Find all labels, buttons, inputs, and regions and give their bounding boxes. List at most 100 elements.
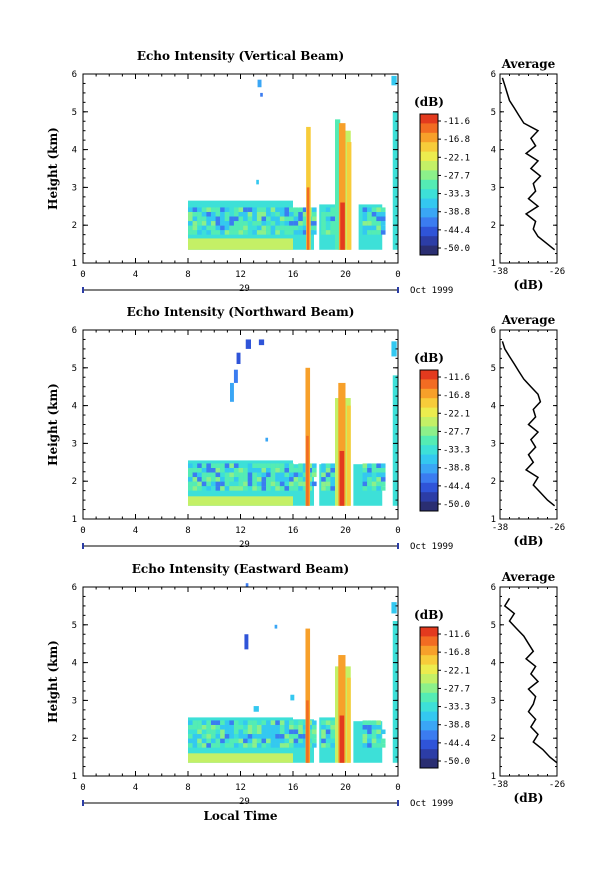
echo-cell: [275, 211, 280, 217]
echo-cell: [215, 743, 221, 748]
x-tick-label: 8: [185, 270, 190, 280]
echo-cell: [192, 225, 198, 231]
echo-cell: [325, 729, 331, 735]
colorbar-frame: [419, 113, 439, 256]
echo-cell: [215, 221, 221, 226]
echo-cell: [367, 211, 372, 217]
echo-cell: [284, 486, 290, 491]
echo-cell: [371, 216, 377, 222]
echo-cell: [325, 472, 331, 478]
echo-cell: [201, 481, 207, 487]
echo-cell: [298, 467, 303, 473]
echo-cell: [215, 472, 221, 478]
echo-cell: [224, 216, 230, 222]
echo-cell: [367, 216, 372, 222]
average-profile: Average 1 2 3 4 5 6 -38 -26 (dB): [491, 570, 566, 805]
echo-cell: [302, 743, 308, 748]
echo-cell: [284, 472, 290, 478]
echo-cell: [197, 221, 202, 226]
echo-cell: [298, 720, 303, 725]
echo-cell: [321, 724, 326, 730]
colorbar-segment: [420, 189, 438, 200]
colorbar-label: -50.0: [443, 244, 470, 254]
echo-cell: [270, 720, 276, 725]
profile-title: Average: [501, 313, 556, 327]
colorbar-segment: [420, 464, 438, 474]
echo-cell: [252, 743, 257, 748]
echo-streak: [339, 450, 345, 506]
echo-cell: [238, 230, 244, 235]
echo-cell: [362, 477, 368, 482]
echo-cell: [284, 724, 290, 730]
echo-cell: [238, 738, 244, 744]
panel-title: Echo Intensity (Northward Beam): [127, 305, 355, 319]
x-tick-label: 8: [185, 526, 190, 536]
echo-cell: [270, 724, 276, 730]
echo-cell: [197, 486, 202, 491]
echo-cell: [367, 467, 372, 473]
x-tick-label: 0: [395, 526, 400, 536]
echo-cell: [261, 724, 267, 730]
x-tick-label: 20: [340, 270, 351, 280]
profile-title: Average: [501, 570, 556, 584]
colorbar-segment: [420, 454, 438, 465]
echo-cell: [197, 724, 202, 730]
echo-cell: [238, 225, 244, 231]
echo-cell: [256, 738, 262, 744]
echo-cell: [229, 738, 234, 744]
echo-cell: [188, 486, 193, 491]
colorbar-segment: [420, 388, 438, 399]
echo-cell: [367, 472, 372, 478]
echo-cell: [298, 724, 303, 730]
colorbar-frame: [419, 626, 439, 769]
echo-streak: [306, 700, 309, 763]
echo-cell: [210, 477, 216, 482]
echo-streak: [305, 628, 311, 763]
echo-cell: [224, 230, 230, 235]
echo-cell: [261, 729, 267, 735]
echo-cell: [293, 477, 299, 482]
echo-cell: [376, 720, 381, 725]
colorbar-segment: [420, 226, 438, 237]
echo-cell: [229, 477, 234, 482]
echo-cell: [252, 221, 257, 226]
echo-cell: [238, 467, 244, 473]
echo-cell: [261, 481, 267, 487]
echo-cell: [192, 743, 198, 748]
echo-cell: [302, 481, 308, 487]
echo-cell: [206, 477, 211, 482]
echo-cell: [247, 738, 253, 744]
echo-cell: [233, 743, 239, 748]
echo-cell: [224, 729, 230, 735]
y-tick-label: 5: [72, 364, 77, 374]
echo-cell: [256, 463, 262, 468]
echo-cell: [284, 230, 290, 235]
echo-cell: [247, 729, 253, 735]
profile-y-tick-label: 4: [491, 659, 496, 669]
echo-cell: [206, 211, 211, 217]
echo-cell: [233, 211, 239, 217]
echo-cell: [362, 738, 368, 744]
echo-cell: [312, 472, 317, 478]
echo-cell: [312, 743, 317, 748]
colorbar-segment: [420, 711, 438, 722]
colorbar-segment: [420, 627, 438, 637]
echo-cell: [298, 477, 303, 482]
echo-cell: [274, 624, 278, 629]
y-tick-label: 2: [72, 734, 77, 744]
y-tick-label: 5: [72, 108, 77, 118]
echo-cell: [247, 734, 253, 739]
x-tick-label: 12: [235, 526, 246, 536]
echo-cell: [293, 734, 299, 739]
echo-cell: [376, 724, 381, 730]
colorbar-unit: (dB): [414, 351, 444, 365]
echo-cell: [245, 583, 249, 587]
profile-x-tick-label: -26: [549, 523, 565, 533]
echo-cell: [224, 734, 230, 739]
echo-cell: [210, 724, 216, 730]
colorbar-label: -50.0: [443, 500, 470, 510]
profile-line: [503, 597, 558, 764]
echo-cell: [188, 738, 193, 744]
